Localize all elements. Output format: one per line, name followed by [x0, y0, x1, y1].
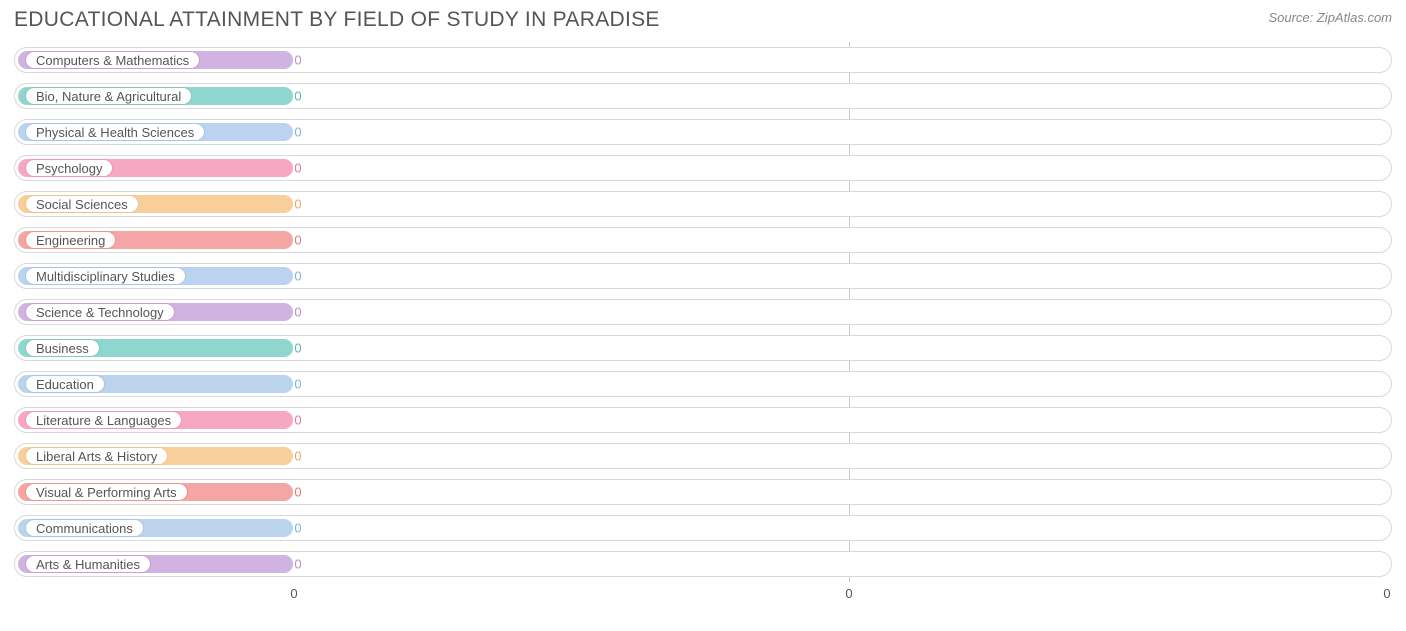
- bar-track: [14, 515, 1392, 541]
- bar-track: [14, 479, 1392, 505]
- bar-row: Liberal Arts & History 0: [14, 438, 1392, 474]
- bar-value: 0: [294, 377, 301, 392]
- bar-value: 0: [294, 161, 301, 176]
- bar-value: 0: [294, 53, 301, 68]
- bar-value: 0: [294, 341, 301, 356]
- bar-row: Literature & Languages 0: [14, 402, 1392, 438]
- bar-track: [14, 47, 1392, 73]
- category-label: Education: [25, 375, 105, 393]
- category-label: Social Sciences: [25, 195, 139, 213]
- bar-rows: Computers & Mathematics0Bio, Nature & Ag…: [14, 42, 1392, 582]
- bar-row: Social Sciences 0: [14, 186, 1392, 222]
- bar-row: Computers & Mathematics 0: [14, 42, 1392, 78]
- category-label: Bio, Nature & Agricultural: [25, 87, 192, 105]
- bar-track: [14, 335, 1392, 361]
- bar-value: 0: [294, 449, 301, 464]
- header: EDUCATIONAL ATTAINMENT BY FIELD OF STUDY…: [14, 8, 1392, 32]
- bar-value: 0: [294, 89, 301, 104]
- chart-container: EDUCATIONAL ATTAINMENT BY FIELD OF STUDY…: [0, 0, 1406, 631]
- chart-area: Computers & Mathematics0Bio, Nature & Ag…: [14, 42, 1392, 608]
- bar-value: 0: [294, 485, 301, 500]
- bar-value: 0: [294, 557, 301, 572]
- bar-track: [14, 551, 1392, 577]
- x-tick: 0: [1383, 586, 1390, 601]
- bar-track: [14, 443, 1392, 469]
- category-label: Computers & Mathematics: [25, 51, 200, 69]
- bar-row: Business 0: [14, 330, 1392, 366]
- bar-track: [14, 119, 1392, 145]
- bar-value: 0: [294, 413, 301, 428]
- bar-row: Engineering 0: [14, 222, 1392, 258]
- bar-track: [14, 263, 1392, 289]
- bar-row: Bio, Nature & Agricultural 0: [14, 78, 1392, 114]
- category-label: Physical & Health Sciences: [25, 123, 205, 141]
- bar-track: [14, 83, 1392, 109]
- category-label: Business: [25, 339, 100, 357]
- bar-row: Science & Technology 0: [14, 294, 1392, 330]
- category-label: Multidisciplinary Studies: [25, 267, 186, 285]
- bar-row: Visual & Performing Arts 0: [14, 474, 1392, 510]
- bar-row: Multidisciplinary Studies 0: [14, 258, 1392, 294]
- x-tick: 0: [845, 586, 852, 601]
- category-label: Psychology: [25, 159, 113, 177]
- bar-track: [14, 155, 1392, 181]
- bar-track: [14, 371, 1392, 397]
- bar-value: 0: [294, 233, 301, 248]
- bar-row: Communications 0: [14, 510, 1392, 546]
- bar-value: 0: [294, 125, 301, 140]
- category-label: Science & Technology: [25, 303, 175, 321]
- bar-value: 0: [294, 197, 301, 212]
- chart-title: EDUCATIONAL ATTAINMENT BY FIELD OF STUDY…: [14, 8, 660, 32]
- category-label: Literature & Languages: [25, 411, 182, 429]
- bar-row: Physical & Health Sciences 0: [14, 114, 1392, 150]
- bar-row: Education 0: [14, 366, 1392, 402]
- category-label: Visual & Performing Arts: [25, 483, 188, 501]
- bar-value: 0: [294, 305, 301, 320]
- bar-row: Arts & Humanities 0: [14, 546, 1392, 582]
- bar-track: [14, 227, 1392, 253]
- source-attribution: Source: ZipAtlas.com: [1268, 8, 1392, 25]
- bar-track: [14, 299, 1392, 325]
- category-label: Engineering: [25, 231, 116, 249]
- category-label: Communications: [25, 519, 144, 537]
- x-axis: 0 0 0: [14, 584, 1392, 608]
- bar-value: 0: [294, 521, 301, 536]
- bar-value: 0: [294, 269, 301, 284]
- bar-row: Psychology 0: [14, 150, 1392, 186]
- bar-track: [14, 407, 1392, 433]
- x-tick: 0: [290, 586, 297, 601]
- bar-track: [14, 191, 1392, 217]
- category-label: Arts & Humanities: [25, 555, 151, 573]
- category-label: Liberal Arts & History: [25, 447, 168, 465]
